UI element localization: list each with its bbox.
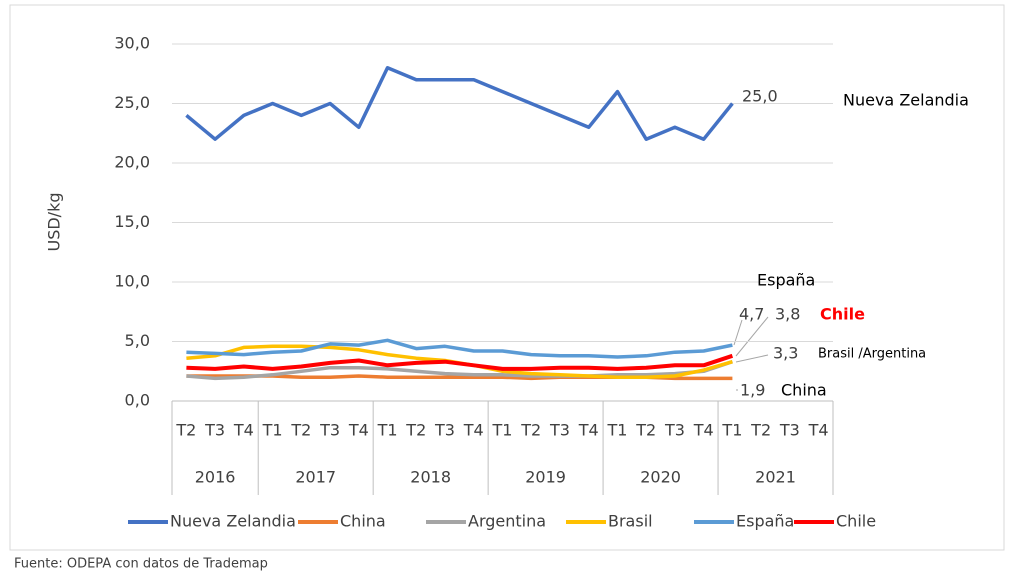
- annotation: 4,7: [739, 305, 764, 324]
- x-tick-label: T3: [319, 421, 340, 440]
- annotation: Nueva Zelandia: [843, 91, 969, 110]
- leader-lines: [733, 316, 769, 391]
- y-tick-label: 30,0: [114, 34, 150, 53]
- x-group-label: 2017: [295, 468, 336, 487]
- y-axis-label: USD/kg: [45, 193, 64, 252]
- x-tick-label: T2: [750, 421, 771, 440]
- x-tick-label: T4: [578, 421, 599, 440]
- legend-label: Chile: [836, 512, 876, 531]
- leader-line: [735, 316, 769, 357]
- legend-label: Nueva Zelandia: [170, 512, 296, 531]
- data-line: [186, 360, 733, 381]
- y-tick-label: 25,0: [114, 93, 150, 112]
- x-group-label: 2016: [195, 468, 236, 487]
- x-tick-label: T2: [635, 421, 656, 440]
- y-tick-label: 5,0: [125, 331, 150, 350]
- x-tick-label: T4: [233, 421, 254, 440]
- x-group-label: 2021: [755, 468, 796, 487]
- x-tick-label: T3: [779, 421, 800, 440]
- legend-label: Argentina: [468, 512, 546, 531]
- x-tick-label: T1: [492, 421, 513, 440]
- x-tick-label: T2: [405, 421, 426, 440]
- annotation: China: [781, 381, 827, 400]
- annotation: España: [757, 271, 815, 290]
- data-line: [185, 66, 734, 141]
- annotation: Chile: [820, 305, 865, 324]
- x-tick-label: T4: [463, 421, 484, 440]
- x-group-label: 2020: [640, 468, 681, 487]
- annotation: 3,8: [775, 305, 800, 324]
- x-tick-label: T1: [606, 421, 627, 440]
- x-tick-label: T3: [204, 421, 225, 440]
- source-note: Fuente: ODEPA con datos de Trademap: [14, 557, 268, 572]
- x-group-label: 2019: [525, 468, 566, 487]
- x-tick-label: T2: [175, 421, 196, 440]
- annotation: 1,9: [740, 381, 765, 400]
- data-line: [186, 353, 734, 371]
- y-tick-label: 0,0: [125, 391, 150, 410]
- x-tick-label: T4: [808, 421, 829, 440]
- x-tick-label: T2: [520, 421, 541, 440]
- legend-label: España: [736, 512, 794, 531]
- y-tick-label: 20,0: [114, 153, 150, 172]
- chart-frame: [9, 4, 1005, 551]
- annotation: Brasil /Argentina: [818, 347, 926, 362]
- data-line: [186, 338, 733, 359]
- annotation: 3,3: [773, 344, 798, 363]
- x-tick-label: T3: [549, 421, 570, 440]
- x-tick-label: T1: [377, 421, 398, 440]
- x-tick-label: T1: [262, 421, 283, 440]
- y-tick-label: 10,0: [114, 272, 150, 291]
- x-tick-label: T2: [290, 421, 311, 440]
- annotation: 25,0: [742, 87, 778, 106]
- legend-label: Brasil: [608, 512, 653, 531]
- y-tick-label: 15,0: [114, 212, 150, 231]
- x-tick-label: T1: [721, 421, 742, 440]
- legend-label: China: [340, 512, 386, 531]
- leader-line: [733, 319, 743, 346]
- x-tick-label: T3: [664, 421, 685, 440]
- leader-line: [735, 354, 769, 363]
- x-tick-label: T4: [693, 421, 714, 440]
- x-group-label: 2018: [410, 468, 451, 487]
- x-tick-label: T4: [348, 421, 369, 440]
- x-tick-label: T3: [434, 421, 455, 440]
